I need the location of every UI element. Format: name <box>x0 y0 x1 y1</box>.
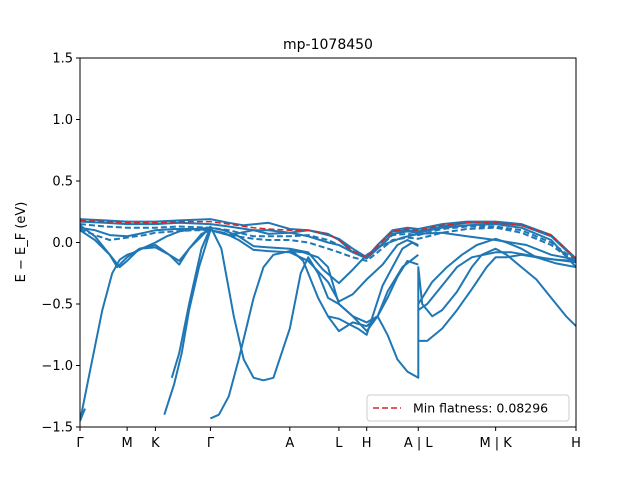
band-line-6 <box>80 408 86 422</box>
plot-area <box>79 57 577 428</box>
y-axis-ticks: 1.5 1.0 0.5 0.0 −0.5 −1.0 −1.5 <box>41 52 80 436</box>
band-line-14 <box>418 253 576 342</box>
x-tick-label-7: A | L <box>404 436 434 451</box>
y-tick-label-5: −1.0 <box>41 359 73 374</box>
band-lines <box>80 218 576 422</box>
y-tick-label-4: −0.5 <box>41 298 73 313</box>
min-flatness-band <box>80 219 576 260</box>
band-line-11 <box>327 247 576 379</box>
legend-label: Min flatness: 0.08296 <box>413 401 548 416</box>
y-tick-label-6: −1.5 <box>41 421 73 436</box>
x-tick-label-2: K <box>151 436 160 451</box>
band-line-7 <box>170 227 212 379</box>
x-tick-label-4: A <box>285 436 294 451</box>
x-tick-label-8: M | K <box>479 436 512 451</box>
y-tick-label-1: 1.0 <box>52 113 73 128</box>
band-line-9 <box>163 229 212 416</box>
band-line-15 <box>80 223 576 262</box>
y-tick-label-2: 0.5 <box>52 175 73 190</box>
x-axis-ticks: Γ M K Γ A L H A | L M | K H <box>76 427 581 451</box>
x-tick-label-9: H <box>571 436 581 451</box>
x-tick-label-1: M <box>122 436 133 451</box>
legend-box <box>366 394 570 422</box>
x-tick-label-0: Γ <box>76 436 84 451</box>
y-axis-label: E − E_F (eV) <box>14 202 29 283</box>
x-tick-label-6: H <box>362 436 372 451</box>
band-line-5 <box>80 225 419 382</box>
chart-title: mp-1078450 <box>283 37 373 53</box>
band-line-2 <box>80 223 576 268</box>
legend: Min flatness: 0.08296 <box>366 394 570 422</box>
x-tick-label-3: Γ <box>207 436 215 451</box>
y-tick-label-3: 0.0 <box>52 236 73 251</box>
band-line-10 <box>289 241 419 336</box>
y-tick-label-0: 1.5 <box>52 52 73 67</box>
band-line-16 <box>80 226 576 265</box>
band-line-8 <box>210 250 419 420</box>
x-tick-label-5: L <box>335 436 343 451</box>
